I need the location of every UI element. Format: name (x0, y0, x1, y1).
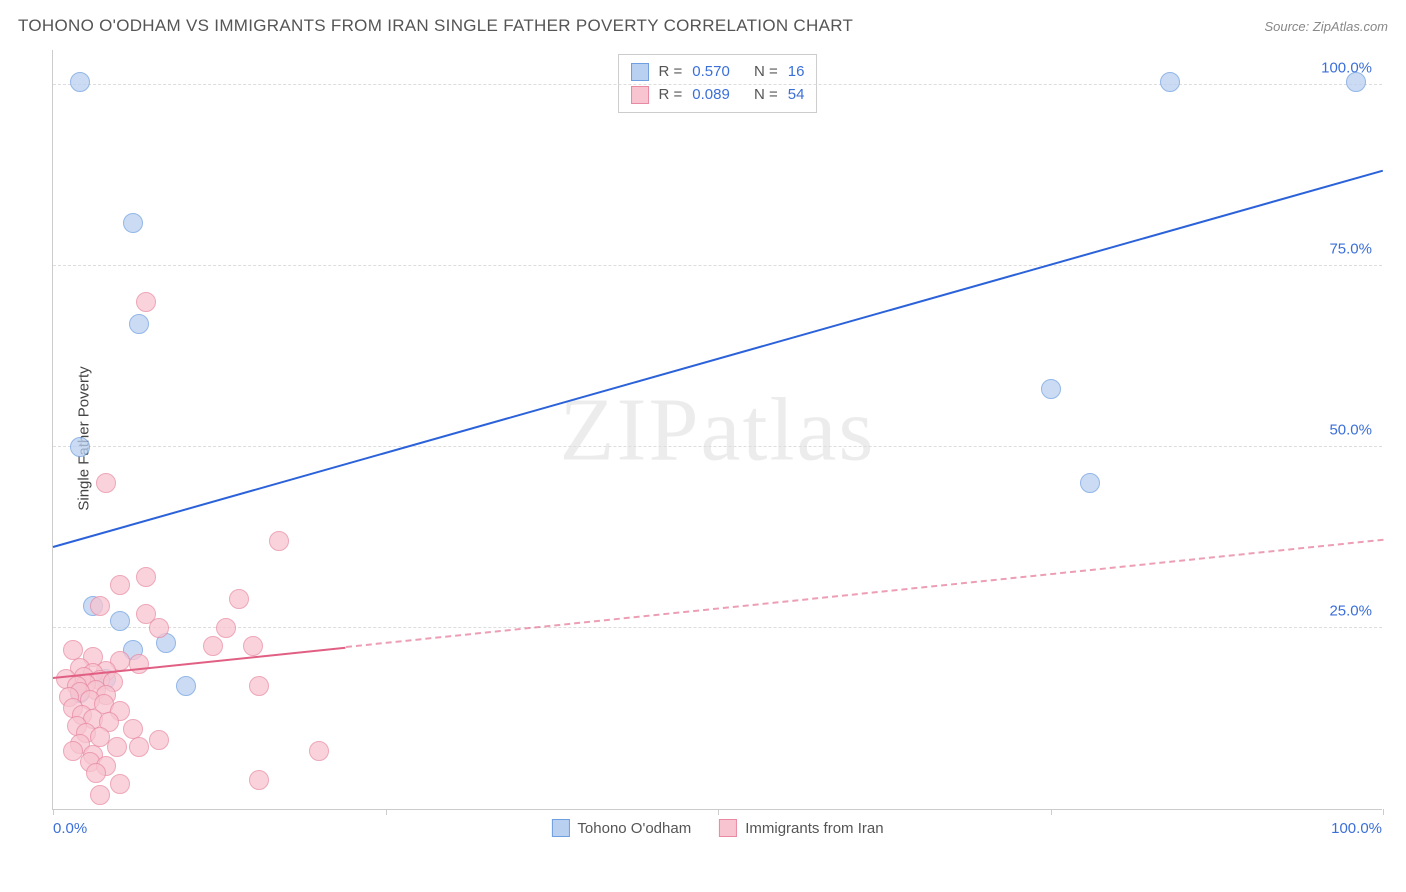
data-point (176, 676, 196, 696)
y-tick-label: 25.0% (1329, 603, 1372, 620)
data-point (86, 763, 106, 783)
y-tick-label: 75.0% (1329, 241, 1372, 258)
data-point (1346, 72, 1366, 92)
y-tick-label: 100.0% (1321, 60, 1372, 77)
x-axis-min-label: 0.0% (53, 820, 87, 837)
legend-r-label: R = (659, 61, 683, 84)
data-point (149, 730, 169, 750)
legend-n-label: N = (754, 84, 778, 107)
data-point (70, 72, 90, 92)
data-point (107, 737, 127, 757)
legend-swatch-icon (631, 63, 649, 81)
x-tick (386, 809, 387, 815)
data-point (309, 741, 329, 761)
legend-stats-row: R = 0.089 N = 54 (631, 84, 805, 107)
data-point (249, 676, 269, 696)
legend-r-value: 0.089 (692, 84, 730, 107)
gridline (53, 84, 1382, 85)
data-point (110, 611, 130, 631)
legend-r-value: 0.570 (692, 61, 730, 84)
data-point (203, 636, 223, 656)
chart-header: TOHONO O'ODHAM VS IMMIGRANTS FROM IRAN S… (0, 0, 1406, 42)
legend-series-item: Tohono O'odham (551, 819, 691, 837)
data-point (1160, 72, 1180, 92)
data-point (249, 770, 269, 790)
legend-swatch-icon (631, 86, 649, 104)
data-point (136, 292, 156, 312)
data-point (96, 473, 116, 493)
legend-series-label: Tohono O'odham (577, 820, 691, 837)
data-point (1041, 379, 1061, 399)
watermark: ZIPatlas (560, 378, 876, 481)
gridline (53, 265, 1382, 266)
gridline (53, 627, 1382, 628)
x-tick (718, 809, 719, 815)
data-point (149, 618, 169, 638)
x-tick (53, 809, 54, 815)
legend-series-item: Immigrants from Iran (719, 819, 883, 837)
plot-area: ZIPatlas R = 0.570 N = 16 R = 0.089 N = … (52, 50, 1382, 810)
legend-swatch-icon (719, 819, 737, 837)
legend-n-value: 54 (788, 84, 805, 107)
data-point (90, 596, 110, 616)
data-point (269, 531, 289, 551)
data-point (216, 618, 236, 638)
data-point (129, 654, 149, 674)
chart-title: TOHONO O'ODHAM VS IMMIGRANTS FROM IRAN S… (18, 16, 853, 36)
data-point (129, 314, 149, 334)
data-point (243, 636, 263, 656)
trend-line-solid (53, 170, 1384, 548)
legend-stats-row: R = 0.570 N = 16 (631, 61, 805, 84)
source-label: Source: ZipAtlas.com (1264, 19, 1388, 34)
data-point (123, 719, 143, 739)
y-tick-label: 50.0% (1329, 422, 1372, 439)
x-axis-max-label: 100.0% (1331, 820, 1382, 837)
legend-r-label: R = (659, 84, 683, 107)
trend-line-dashed (345, 539, 1383, 648)
legend-swatch-icon (551, 819, 569, 837)
data-point (110, 575, 130, 595)
x-tick (1051, 809, 1052, 815)
data-point (1080, 473, 1100, 493)
legend-n-label: N = (754, 61, 778, 84)
data-point (123, 213, 143, 233)
data-point (90, 785, 110, 805)
data-point (70, 437, 90, 457)
data-point (229, 589, 249, 609)
legend-n-value: 16 (788, 61, 805, 84)
x-tick (1383, 809, 1384, 815)
data-point (129, 737, 149, 757)
legend-series-label: Immigrants from Iran (745, 820, 883, 837)
data-point (63, 640, 83, 660)
data-point (110, 774, 130, 794)
legend-series-box: Tohono O'odham Immigrants from Iran (551, 819, 883, 837)
gridline (53, 446, 1382, 447)
data-point (136, 567, 156, 587)
